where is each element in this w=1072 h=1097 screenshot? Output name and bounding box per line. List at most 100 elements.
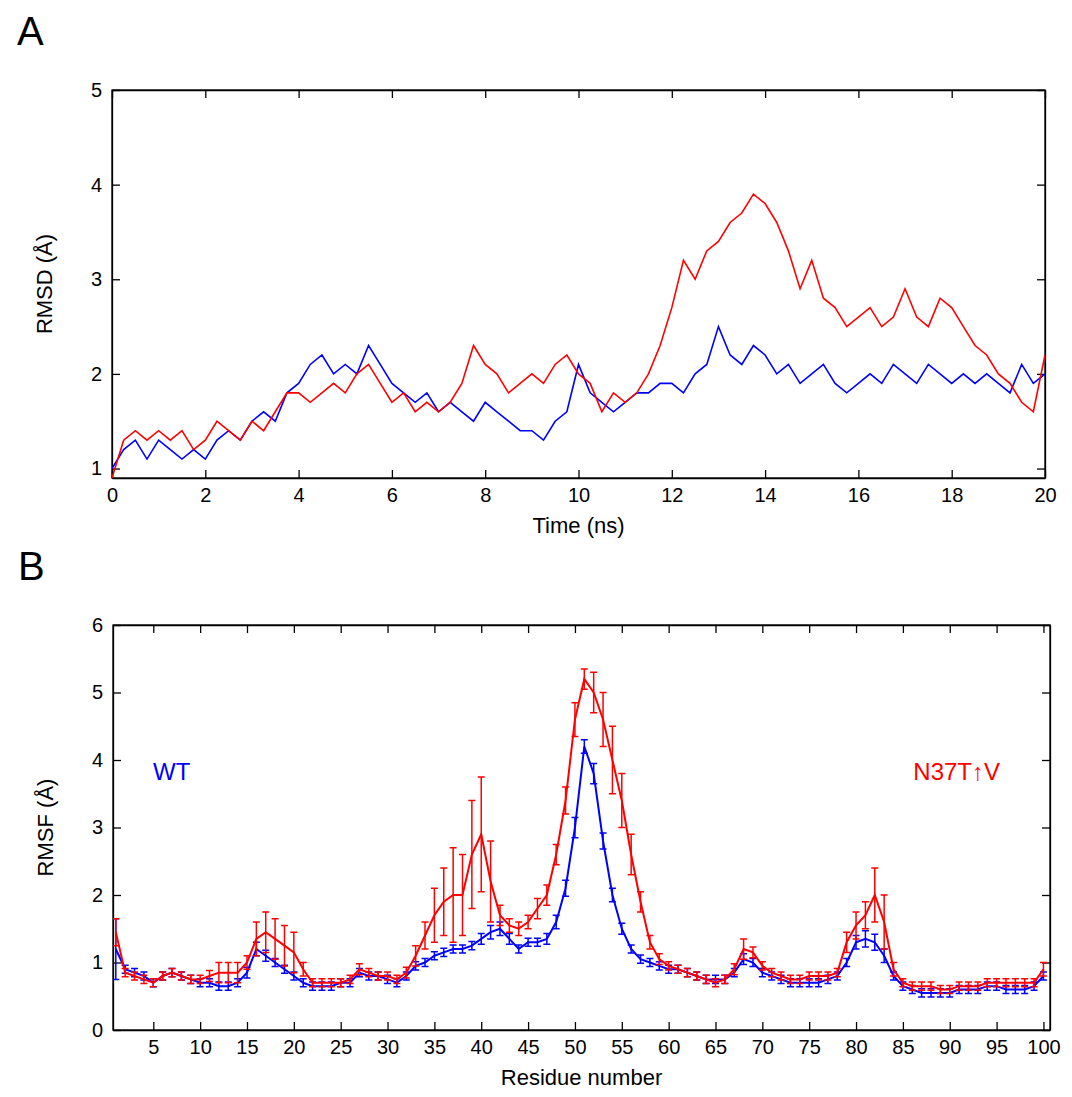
tick-mark: [113, 827, 121, 828]
line: [112, 327, 1045, 469]
tick: 4: [294, 470, 305, 506]
error-bar: [618, 923, 625, 934]
tick-label: 60: [658, 1036, 680, 1058]
tick-label: 25: [330, 1036, 352, 1058]
tick-mark: [481, 625, 482, 633]
tick-mark: [578, 90, 579, 98]
error-bar: [1002, 979, 1009, 987]
tick-label: 0: [107, 484, 118, 506]
axis-line: [1050, 626, 1051, 1031]
tick-mark: [950, 1022, 951, 1030]
tick-mark: [672, 90, 673, 98]
error-bar: [440, 868, 447, 936]
tick: [809, 625, 810, 633]
tick-label: 3: [91, 268, 102, 290]
error-bar: [422, 922, 429, 949]
tick-mark: [113, 692, 121, 693]
tick-label: 90: [939, 1036, 961, 1058]
error-bar: [665, 962, 672, 970]
tick-label: 5: [92, 681, 103, 703]
panel: 0246810121416182012345ATime (ns)RMSD (Å): [17, 9, 1057, 538]
tick: 6: [92, 614, 121, 636]
error-bar: [113, 919, 119, 946]
tick-label: 4: [92, 749, 103, 771]
tick: [392, 90, 393, 98]
tick-label: 4: [91, 174, 102, 196]
error-bar: [618, 774, 625, 828]
tick: [481, 625, 482, 633]
tick-mark: [387, 1022, 388, 1030]
series: [112, 327, 1045, 469]
tick-mark: [903, 1022, 904, 1030]
tick-mark: [112, 374, 120, 375]
x-axis-title: Residue number: [501, 1065, 662, 1090]
tick: [669, 625, 670, 633]
error-bar: [571, 703, 578, 737]
texts: ATime (ns)RMSD (Å): [17, 9, 625, 538]
tick: 12: [661, 470, 683, 506]
tick: 70: [752, 1022, 774, 1058]
tick: 5: [148, 1022, 159, 1058]
error-bar: [169, 969, 176, 977]
error-bar: [403, 967, 410, 978]
error-bar: [543, 885, 550, 905]
tick: [1043, 625, 1044, 633]
tick-mark: [113, 895, 121, 896]
error-bar: [300, 963, 307, 977]
tick: 90: [939, 1022, 961, 1058]
tick: 75: [799, 1022, 821, 1058]
series-label: N37T↑V: [913, 758, 1000, 785]
error-bar: [693, 972, 700, 980]
axis-line: [114, 625, 1051, 626]
error-bar: [600, 693, 607, 747]
tick: [1037, 185, 1045, 186]
tick: 50: [564, 1022, 586, 1058]
error-bar: [356, 964, 363, 975]
tick: [1042, 828, 1050, 829]
tick-label: 40: [471, 1036, 493, 1058]
error-bar: [515, 922, 522, 936]
error-bar: [496, 905, 503, 925]
panel: 5101520253035404550556065707580859095100…: [18, 544, 1061, 1090]
tick-mark: [112, 90, 120, 91]
error-bar: [675, 965, 682, 973]
tick: [485, 90, 486, 98]
tick-mark: [341, 625, 342, 633]
tick-mark: [1037, 279, 1045, 280]
error-bar: [543, 933, 550, 944]
plot-area: [112, 194, 1045, 478]
tick-mark: [113, 625, 121, 626]
error-bar: [478, 933, 485, 944]
tick-mark: [294, 625, 295, 633]
error-bar: [824, 972, 831, 980]
tick-mark: [622, 1022, 623, 1030]
tick-mark: [952, 90, 953, 98]
tick-label: 50: [564, 1036, 586, 1058]
tick-mark: [247, 625, 248, 633]
tick: 60: [658, 1022, 680, 1058]
axis: 02468101214161820: [107, 470, 1057, 506]
tick-mark: [294, 1022, 295, 1030]
tick-label: 75: [799, 1036, 821, 1058]
tick-mark: [200, 625, 201, 633]
error-bar: [468, 801, 475, 909]
tick-mark: [1037, 184, 1045, 185]
error-bar: [656, 954, 663, 965]
tick-label: 35: [424, 1036, 446, 1058]
tick-label: 12: [661, 484, 683, 506]
error-bar: [412, 946, 419, 966]
error-bar: [581, 669, 588, 689]
error-bar: [131, 972, 138, 980]
error-bar: [450, 848, 457, 943]
series: [113, 669, 1047, 994]
tick: 5: [92, 681, 121, 703]
error-bar: [431, 888, 438, 942]
tick: 40: [471, 1022, 493, 1058]
tick-mark: [112, 184, 120, 185]
tick: 8: [480, 470, 491, 506]
error-bar: [965, 982, 972, 990]
axis-line: [114, 1030, 1051, 1031]
tick: 2: [91, 363, 120, 385]
axis: [1037, 91, 1046, 479]
tick-mark: [575, 1022, 576, 1030]
